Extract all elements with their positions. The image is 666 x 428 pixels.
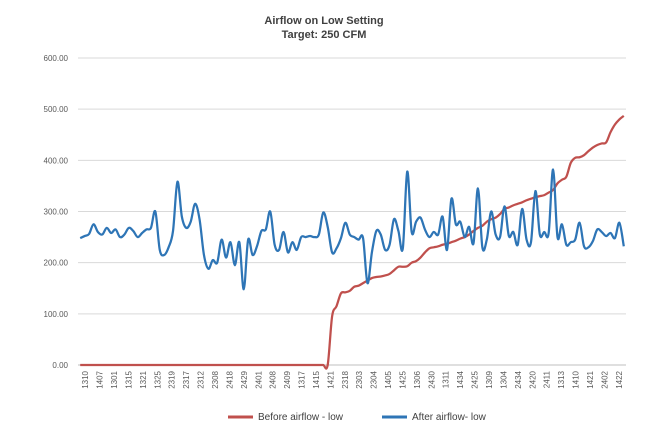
x-axis-tick-labels: 1310 1407 1301 1315 1321 1325 2319 2317 2312 2308… [81,370,624,388]
legend-label-after: After airflow- low [412,412,487,423]
x-tick-label: 1421 [326,370,335,388]
series-line-before [80,114,625,370]
x-tick-label: 1422 [615,370,624,388]
x-tick-label: 2430 [427,370,436,388]
x-tick-label: 1325 [153,370,162,388]
x-tick-label: 2420 [528,370,537,388]
x-tick-label: 2434 [514,370,523,388]
y-tick-label: 300.00 [44,208,69,217]
x-tick-label: 2318 [341,370,350,388]
x-tick-label: 1301 [110,370,119,388]
x-tick-label: 1315 [124,370,133,388]
x-tick-label: 1421 [586,370,595,388]
series-lines [79,114,625,370]
chart-subtitle: Target: 250 CFM [282,29,367,41]
x-tick-label: 1415 [312,370,321,388]
x-tick-label: 2308 [211,370,220,388]
y-axis-tick-labels: 0.00 100.00 200.00 300.00 400.00 500.00 600.00 [44,54,69,370]
x-tick-label: 2303 [355,370,364,388]
legend-label-before: Before airflow - low [258,412,344,423]
x-tick-label: 2409 [283,370,292,388]
y-tick-label: 100.00 [44,310,69,319]
legend: Before airflow - low After airflow- low [228,412,487,423]
chart-title: Airflow on Low Setting [264,15,383,27]
x-tick-label: 1306 [413,370,422,388]
x-tick-label: 2317 [182,370,191,388]
y-tick-label: 500.00 [44,105,69,114]
x-tick-label: 1311 [442,370,451,388]
y-tick-label: 200.00 [44,259,69,268]
y-tick-label: 0.00 [52,361,68,370]
x-tick-label: 2304 [370,370,379,388]
x-tick-label: 1310 [81,370,90,388]
gridlines [78,57,626,366]
x-tick-label: 1407 [96,370,105,388]
y-tick-label: 600.00 [44,54,69,63]
x-tick-label: 2408 [269,370,278,388]
x-tick-label: 1313 [557,370,566,388]
x-tick-label: 1434 [456,370,465,388]
x-tick-label: 2418 [225,370,234,388]
x-tick-label: 1405 [384,370,393,388]
x-tick-label: 1425 [398,370,407,388]
y-tick-label: 400.00 [44,156,69,165]
x-tick-label: 2402 [600,370,609,388]
x-tick-label: 2401 [254,370,263,388]
x-tick-label: 2425 [471,370,480,388]
x-tick-label: 1309 [485,370,494,388]
x-tick-label: 1410 [572,370,581,388]
x-tick-label: 2429 [240,370,249,388]
x-tick-label: 1321 [139,370,148,388]
x-tick-label: 2319 [168,370,177,388]
series-line-after [79,168,625,291]
x-tick-label: 1317 [298,370,307,388]
x-tick-label: 1304 [499,370,508,388]
x-tick-label: 2411 [543,370,552,388]
x-tick-label: 2312 [197,370,206,388]
